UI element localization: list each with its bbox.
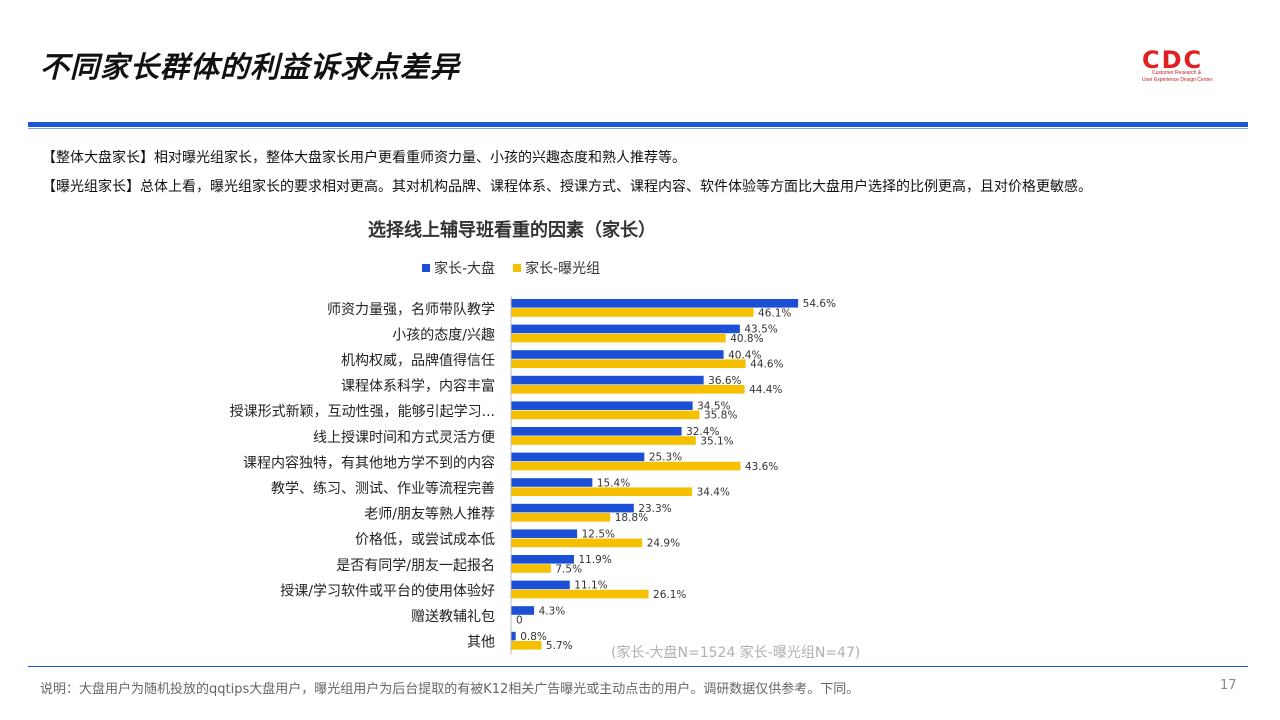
value-label-overall: 0.8% <box>520 631 547 643</box>
bar-exposure <box>511 308 754 317</box>
value-label-exposure: 5.7% <box>546 640 573 652</box>
bar-overall <box>511 350 724 359</box>
header-divider-thin <box>28 128 1248 129</box>
value-label-exposure: 44.4% <box>749 384 782 396</box>
bar-overall <box>511 452 645 462</box>
footer-divider <box>28 666 1248 667</box>
category-label: 线上授课时间和方式灵活方便 <box>313 430 495 446</box>
value-label-exposure: 7.5% <box>555 563 582 575</box>
bar-exposure <box>511 487 693 496</box>
value-label-exposure: 40.8% <box>730 333 763 345</box>
value-label-overall: 25.3% <box>649 452 682 464</box>
footnote: 说明：大盘用户为随机投放的qqtips大盘用户，曝光组用户为后台提取的有被K12… <box>40 682 860 697</box>
bar-exposure <box>511 385 745 394</box>
legend-label-exposure: 家长-曝光组 <box>525 261 601 277</box>
bar-exposure <box>511 513 611 522</box>
chart-title: 选择线上辅导班看重的因素（家长） <box>368 220 656 241</box>
bar-exposure <box>511 641 542 650</box>
legend-item-exposure: 家长-曝光组 <box>513 258 600 278</box>
bar-exposure <box>511 589 649 599</box>
header-divider <box>28 122 1248 127</box>
value-label-exposure: 18.8% <box>615 512 648 524</box>
value-label-exposure: 35.8% <box>704 410 737 422</box>
value-label-overall: 36.6% <box>708 375 741 387</box>
bar-overall <box>511 401 693 410</box>
value-label-overall: 32.4% <box>686 426 719 438</box>
page-number: 17 <box>1220 678 1237 693</box>
category-label: 课程体系科学，内容丰富 <box>341 378 495 395</box>
bar-overall <box>511 503 634 513</box>
bar-exposure <box>511 333 726 343</box>
category-label: 价格低，或尝试成本低 <box>355 532 495 548</box>
category-label: 小孩的态度/兴趣 <box>392 327 495 343</box>
value-label-exposure: 43.6% <box>745 461 778 473</box>
bar-exposure <box>511 436 696 445</box>
category-label: 其他 <box>467 635 495 651</box>
value-label-overall: 15.4% <box>597 477 630 489</box>
logo-subtitle-2: User Experience Design Center <box>1142 77 1213 83</box>
value-label-overall: 54.6% <box>803 298 836 310</box>
value-label-exposure: 24.9% <box>647 538 680 550</box>
value-label-overall: 11.9% <box>578 554 611 566</box>
sample-size-note: (家长-大盘N=1524 家长-曝光组N=47) <box>611 645 861 661</box>
bar-exposure <box>511 359 746 368</box>
value-label-overall: 4.3% <box>539 605 566 617</box>
page-title: 不同家长群体的利益诉求点差异 <box>40 50 461 84</box>
bar-overall <box>511 580 570 590</box>
bar-overall <box>511 324 740 334</box>
value-label-overall: 23.3% <box>638 503 671 515</box>
bar-overall <box>511 478 593 487</box>
category-label: 教学、练习、测试、作业等流程完善 <box>271 480 495 497</box>
bar-overall <box>511 529 578 538</box>
bar-exposure <box>511 564 551 573</box>
category-label: 授课形式新颖，互动性强，能够引起学习... <box>230 404 495 420</box>
logo-mark: CDC <box>1142 46 1204 74</box>
bar-overall <box>511 427 682 436</box>
value-label-exposure: 34.4% <box>697 487 730 499</box>
category-label: 机构权威，品牌值得信任 <box>341 352 495 369</box>
cdc-logo: CDC Customer Research & User Experience … <box>1138 48 1228 86</box>
bar-exposure <box>511 538 643 548</box>
category-label: 师资力量强，名师带队教学 <box>327 302 495 318</box>
value-label-overall: 34.5% <box>697 401 730 413</box>
bar-exposure <box>511 410 700 420</box>
category-label: 赠送教辅礼包 <box>411 609 495 625</box>
value-label-overall: 40.4% <box>728 349 761 361</box>
intro-line-overall: 【整体大盘家长】相对曝光组家长，整体大盘家长用户更看重师资力量、小孩的兴趣态度和… <box>42 150 686 166</box>
value-label-exposure: 26.1% <box>653 589 686 601</box>
bar-overall <box>511 606 535 615</box>
category-label: 是否有同学/朋友一起报名 <box>336 558 495 574</box>
bar-exposure <box>511 461 741 471</box>
value-label-exposure: 46.1% <box>758 307 791 319</box>
bar-overall <box>511 555 574 564</box>
legend-label-overall: 家长-大盘 <box>434 261 496 277</box>
bar-overall <box>511 375 704 385</box>
category-label: 老师/朋友等熟人推荐 <box>364 506 495 523</box>
legend-swatch-overall <box>422 264 430 272</box>
value-label-overall: 11.1% <box>574 580 607 592</box>
bar-overall <box>511 631 516 641</box>
category-label: 授课/学习软件或平台的使用体验好 <box>280 582 495 599</box>
legend-swatch-exposure <box>513 264 522 272</box>
logo-subtitle-1: Customer Research & <box>1152 70 1202 76</box>
bar-overall <box>511 299 799 308</box>
value-label-overall: 12.5% <box>582 529 615 541</box>
value-label-overall: 43.5% <box>744 324 777 336</box>
category-label: 课程内容独特，有其他地方学不到的内容 <box>243 454 495 471</box>
value-label-exposure: 0 <box>516 615 523 627</box>
value-label-exposure: 44.6% <box>750 359 783 371</box>
intro-line-exposure: 【曝光组家长】总体上看，曝光组家长的要求相对更高。其对机构品牌、课程体系、授课方… <box>42 179 1092 195</box>
legend-item-overall: 家长-大盘 <box>422 258 495 278</box>
chart-legend: 家长-大盘 家长-曝光组 <box>422 258 600 278</box>
value-label-exposure: 35.1% <box>700 435 733 447</box>
